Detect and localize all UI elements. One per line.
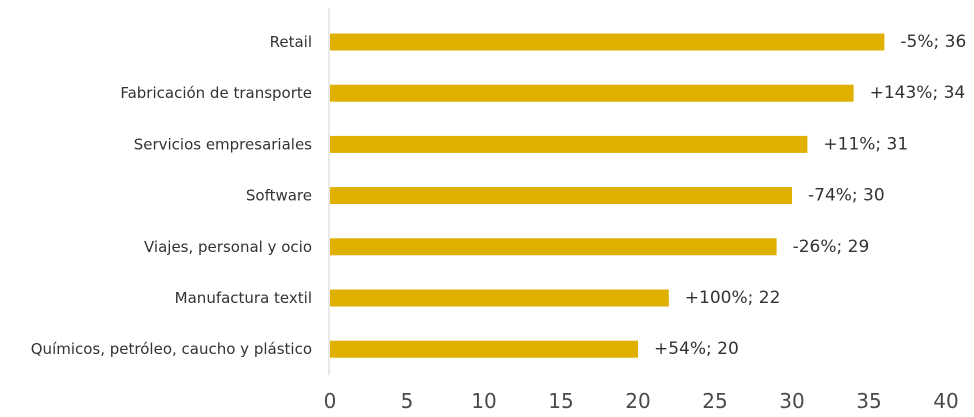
bar — [330, 238, 777, 256]
category-labels-group: Retail Fabricación de transporte Servicios… — [31, 33, 312, 358]
category-label: Servicios empresariales — [134, 135, 312, 153]
x-tick-label: 40 — [933, 389, 958, 413]
data-labels-group: -5%; 36 +143%; 34 +11%; 31 -74%; 30 -26%; 29… — [654, 32, 966, 359]
x-tick-labels-group: 0 5 10 15 20 25 30 35 40 — [324, 389, 959, 413]
data-label: +143%; 34 — [870, 83, 966, 103]
x-tick-label: 0 — [324, 389, 337, 413]
x-tick-label: 30 — [779, 389, 804, 413]
data-label: +54%; 20 — [654, 339, 739, 359]
data-label: +100%; 22 — [685, 288, 781, 308]
category-label: Software — [246, 187, 312, 205]
x-tick-label: 35 — [856, 389, 881, 413]
bar — [330, 187, 792, 205]
data-label: +11%; 31 — [823, 134, 908, 154]
category-label: Fabricación de transporte — [120, 84, 312, 102]
x-tick-label: 20 — [625, 389, 650, 413]
x-tick-label: 25 — [702, 389, 727, 413]
category-label: Viajes, personal y ocio — [144, 238, 312, 256]
data-label: -74%; 30 — [808, 186, 885, 206]
x-tick-label: 5 — [401, 389, 414, 413]
data-label: -5%; 36 — [900, 32, 966, 52]
category-label: Retail — [270, 33, 312, 51]
x-tick-label: 15 — [548, 389, 573, 413]
bars-group — [330, 33, 885, 358]
bar — [330, 84, 854, 102]
category-label: Manufactura textil — [175, 289, 312, 307]
category-label: Químicos, petróleo, caucho y plástico — [31, 340, 312, 358]
bar — [330, 135, 808, 153]
data-label: -26%; 29 — [793, 237, 870, 257]
bar — [330, 340, 638, 358]
bar — [330, 289, 669, 307]
x-tick-label: 10 — [471, 389, 496, 413]
bar — [330, 33, 885, 51]
